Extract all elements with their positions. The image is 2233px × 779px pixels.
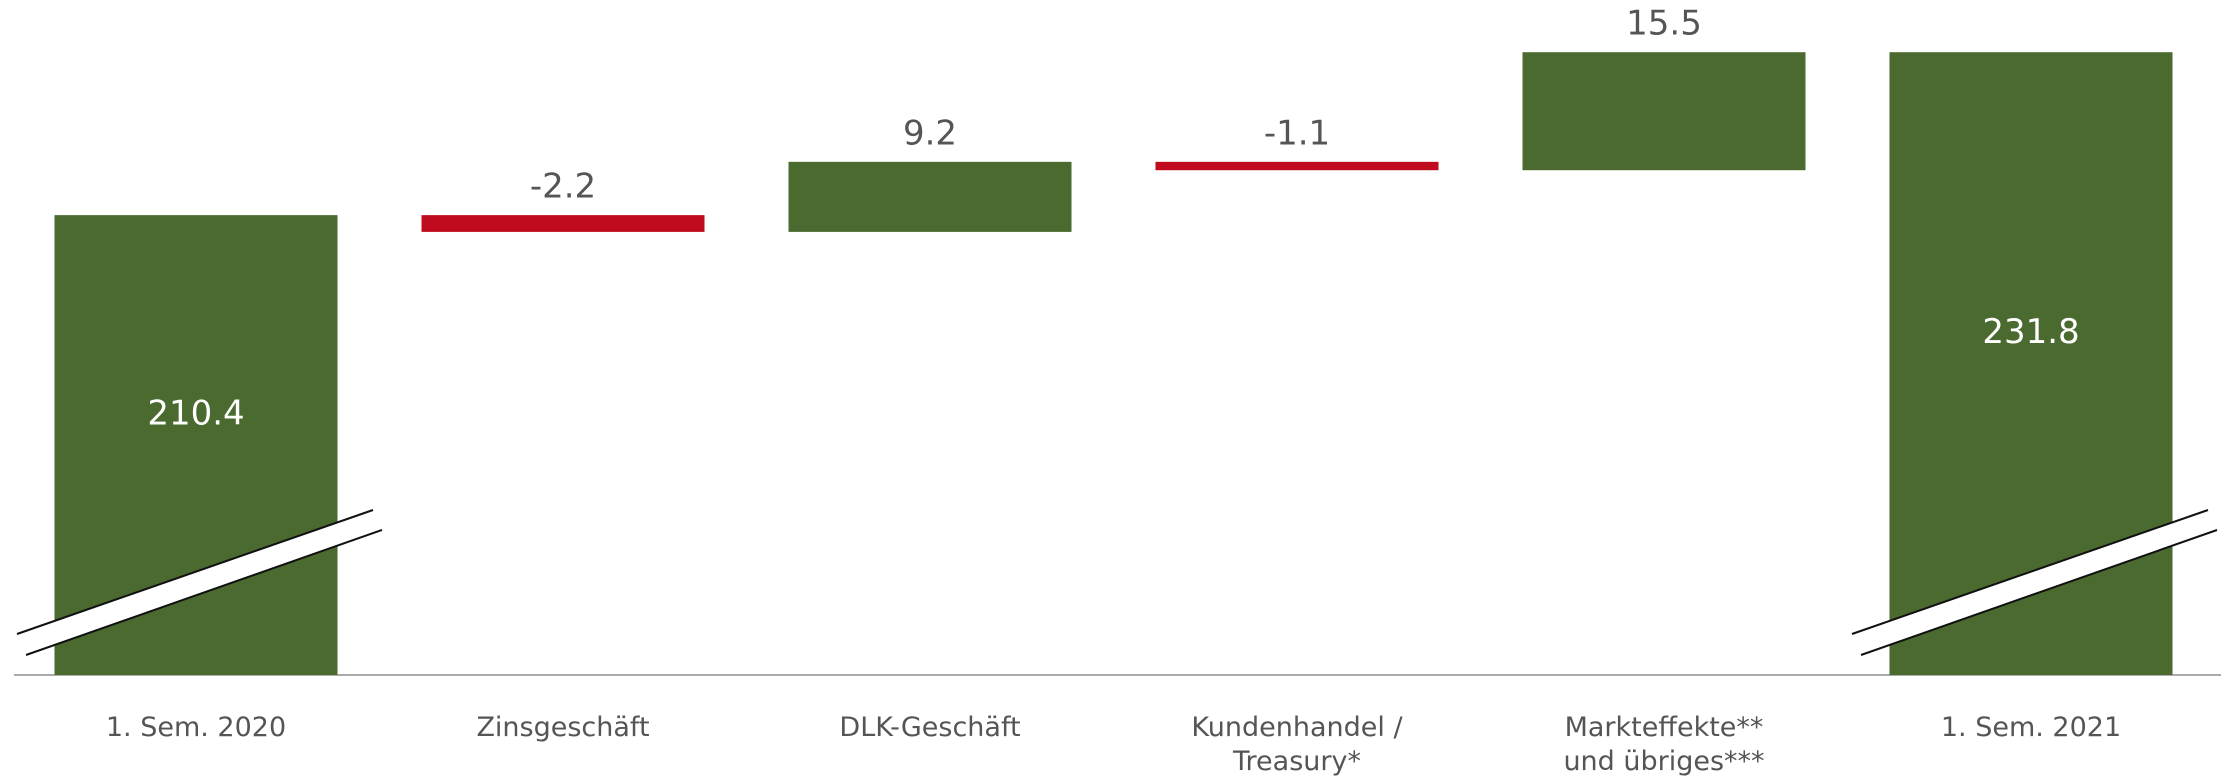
bar (421, 215, 705, 232)
bar (788, 161, 1072, 232)
axis-break (1852, 510, 2217, 655)
bar (1155, 161, 1439, 171)
value-label: 15.5 (1626, 4, 1702, 44)
axis-break (17, 510, 382, 655)
x-tick-label: Kundenhandel / Treasury* (1191, 712, 1403, 777)
value-label: 231.8 (1982, 312, 2079, 352)
x-tick-label: 1. Sem. 2021 (1941, 712, 2121, 743)
axis-break-line (16, 509, 374, 635)
bar (54, 215, 338, 676)
value-label: -2.2 (530, 167, 596, 207)
bar (1522, 52, 1806, 171)
axis-break-line (1860, 529, 2218, 656)
axis-break-line (25, 529, 383, 656)
x-tick-label: Markteffekte** und übriges*** (1563, 712, 1764, 777)
x-tick-label: Zinsgeschäft (476, 712, 649, 743)
x-tick-label: 1. Sem. 2020 (106, 712, 286, 743)
value-label: -1.1 (1264, 113, 1330, 153)
value-label: 9.2 (903, 113, 957, 153)
x-tick-label: DLK-Geschäft (839, 712, 1020, 743)
value-label: 210.4 (147, 394, 244, 434)
axis-break-line (1851, 509, 2209, 635)
